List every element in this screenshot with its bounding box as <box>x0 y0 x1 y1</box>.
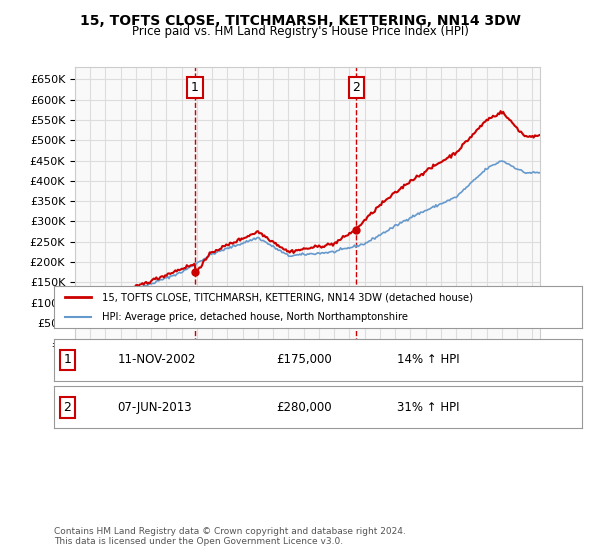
Text: £280,000: £280,000 <box>276 401 331 414</box>
Text: 15, TOFTS CLOSE, TITCHMARSH, KETTERING, NN14 3DW (detached house): 15, TOFTS CLOSE, TITCHMARSH, KETTERING, … <box>101 292 473 302</box>
Text: Price paid vs. HM Land Registry's House Price Index (HPI): Price paid vs. HM Land Registry's House … <box>131 25 469 38</box>
Text: 11-NOV-2002: 11-NOV-2002 <box>118 353 196 366</box>
Text: 15, TOFTS CLOSE, TITCHMARSH, KETTERING, NN14 3DW: 15, TOFTS CLOSE, TITCHMARSH, KETTERING, … <box>80 14 520 28</box>
Text: 14% ↑ HPI: 14% ↑ HPI <box>397 353 460 366</box>
Text: 1: 1 <box>63 353 71 366</box>
Text: HPI: Average price, detached house, North Northamptonshire: HPI: Average price, detached house, Nort… <box>101 312 407 322</box>
Text: 2: 2 <box>63 401 71 414</box>
Text: 07-JUN-2013: 07-JUN-2013 <box>118 401 192 414</box>
Text: 31% ↑ HPI: 31% ↑ HPI <box>397 401 460 414</box>
Text: Contains HM Land Registry data © Crown copyright and database right 2024.
This d: Contains HM Land Registry data © Crown c… <box>54 526 406 546</box>
Text: £175,000: £175,000 <box>276 353 332 366</box>
Text: 1: 1 <box>191 81 199 94</box>
Text: 2: 2 <box>352 81 361 94</box>
